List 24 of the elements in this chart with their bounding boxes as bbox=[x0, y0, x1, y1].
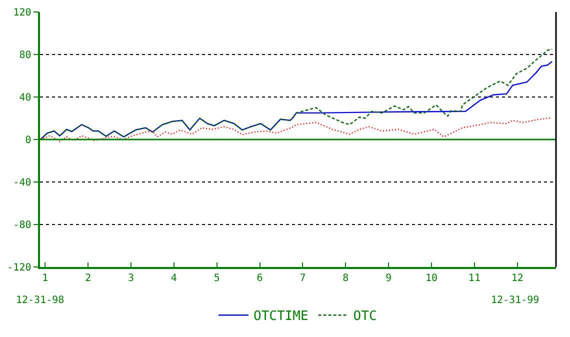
x-tick-label: 9 bbox=[386, 272, 392, 284]
x-tick-label: 7 bbox=[300, 272, 306, 284]
legend-label: OTC bbox=[353, 309, 377, 324]
y-tick-label: 0 bbox=[25, 135, 32, 146]
x-tick-label: 1 bbox=[42, 272, 48, 284]
x-tick-label: 5 bbox=[214, 272, 220, 284]
x-tick-label: 10 bbox=[425, 272, 438, 284]
y-tick-label: 80 bbox=[19, 50, 32, 61]
legend-label: OTCTIME bbox=[254, 309, 308, 324]
x-tick-label: 8 bbox=[342, 272, 349, 284]
y-tick-label: -40 bbox=[13, 178, 32, 188]
y-tick-label: -80 bbox=[13, 220, 32, 231]
x-tick-label: 2 bbox=[85, 272, 92, 284]
y-tick-label: 120 bbox=[13, 8, 32, 18]
text: 12-31-98 bbox=[16, 295, 64, 306]
x-tick-label: 3 bbox=[128, 272, 134, 284]
x-tick-label: 11 bbox=[468, 272, 480, 284]
y-tick-label: 40 bbox=[19, 92, 32, 104]
x-tick-label: 12 bbox=[511, 272, 524, 284]
x-tick-label: 4 bbox=[170, 272, 177, 284]
y-tick-label: -120 bbox=[7, 262, 32, 274]
line-series bbox=[40, 117, 553, 142]
x-tick-label: 6 bbox=[256, 272, 263, 284]
text: 12-31-99 bbox=[491, 295, 540, 306]
